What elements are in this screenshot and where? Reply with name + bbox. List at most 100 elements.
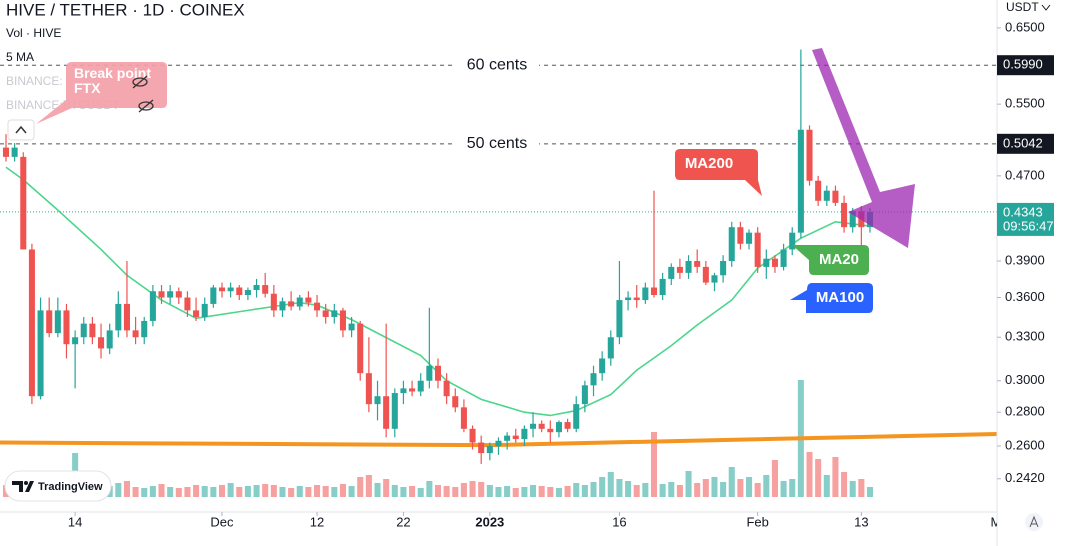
volume-bar <box>806 452 813 497</box>
candle-body <box>63 310 70 345</box>
volume-bar <box>763 475 770 497</box>
candle-body <box>486 446 493 454</box>
x-tick-label: 13 <box>854 514 868 529</box>
candle-body <box>123 303 130 331</box>
auto-button[interactable] <box>1025 513 1043 531</box>
volume-bar <box>409 486 416 497</box>
candle-body <box>184 297 191 311</box>
candle-body <box>806 129 813 181</box>
candle-body <box>823 190 830 201</box>
volume-bar <box>530 485 537 497</box>
volume-bar <box>149 486 156 497</box>
candle-body <box>573 404 580 429</box>
volume-bar <box>866 487 874 497</box>
volume-bar <box>262 484 269 497</box>
volume-bar <box>771 460 778 497</box>
volume-bar <box>244 486 251 497</box>
volume-bar <box>720 482 727 497</box>
candle-body <box>262 285 269 294</box>
candle-body <box>685 261 692 273</box>
candle-body <box>702 266 709 283</box>
candle-body <box>89 323 96 338</box>
volume-bar <box>780 481 787 497</box>
volume-bar <box>201 486 208 497</box>
volume-bar <box>841 472 848 497</box>
volume-bar <box>573 483 580 497</box>
chart-title: HIVE / TETHER · 1D · COINEX <box>6 0 245 19</box>
ma200-callout: MA200 <box>675 149 762 196</box>
candle-body <box>46 310 53 334</box>
candle-body <box>175 291 182 298</box>
annotation-text: MA100 <box>816 289 864 306</box>
candle-body <box>841 202 848 228</box>
x-tick-label: Dec <box>210 514 234 529</box>
y-tick-label: 0.3900 <box>1005 252 1045 267</box>
volume-bar <box>832 457 839 497</box>
volume-bar <box>460 483 467 497</box>
volume-bar <box>858 479 865 497</box>
candle-body <box>391 393 398 429</box>
price-label: 0.5990 <box>1003 57 1043 72</box>
candle-body <box>581 385 588 405</box>
candle-body <box>417 380 424 392</box>
candle-body <box>193 310 200 317</box>
y-tick-label: 0.3300 <box>1005 329 1045 344</box>
candle-body <box>409 388 416 392</box>
candle-body <box>400 388 407 394</box>
legend-entry: 5 MA <box>6 50 34 64</box>
candle-body <box>694 261 701 267</box>
volume-bar <box>650 432 658 497</box>
volume-bar <box>391 485 398 497</box>
candle-body <box>460 407 467 429</box>
legend-entry[interactable]: BINANCE: <box>6 74 63 88</box>
candle-body <box>296 297 303 307</box>
volume-bar <box>599 477 606 497</box>
volume-bar <box>547 487 554 497</box>
volume-bar <box>504 486 511 497</box>
candle-body <box>244 289 251 296</box>
volume-bar <box>538 486 545 497</box>
volume-bar <box>184 487 191 497</box>
candle-body <box>521 428 528 440</box>
volume-bar <box>789 479 796 497</box>
volume-bar <box>322 486 329 497</box>
volume-bar <box>625 481 632 497</box>
tradingview-badge[interactable]: TradingView <box>4 470 112 502</box>
candle-body <box>115 303 122 331</box>
volume-bar <box>694 483 701 497</box>
candle-body <box>720 261 727 276</box>
candle-body <box>504 435 511 441</box>
volume-bar <box>469 481 476 497</box>
ma100-callout: MA100 <box>790 283 873 313</box>
ma20-callout: MA20 <box>792 245 869 275</box>
volume-bar <box>305 487 312 497</box>
volume-bar <box>417 488 424 497</box>
candle-body <box>227 287 234 292</box>
volume-bar <box>676 485 683 497</box>
x-axis: 14 Dec 12 22 2023 16 Feb 13 Ma <box>68 512 997 529</box>
candle-body <box>659 278 666 296</box>
volume-bar <box>279 487 286 497</box>
currency-label[interactable]: USDT <box>1006 0 1039 14</box>
candle-body <box>434 365 442 381</box>
candle-body <box>331 310 338 317</box>
level-label: 60 cents <box>467 56 527 73</box>
annotation-text: MA20 <box>819 251 859 268</box>
volume-bar <box>633 485 640 497</box>
candle-body <box>443 380 450 397</box>
volume-bar <box>132 487 139 497</box>
volume-bar <box>564 486 571 497</box>
x-tick-label: 22 <box>396 514 410 529</box>
volume-bar <box>728 467 735 497</box>
candle-body <box>512 435 519 440</box>
volume-bar <box>434 485 442 497</box>
arrow <box>812 48 915 248</box>
volume-bar <box>296 486 303 497</box>
candle-body <box>339 310 346 331</box>
volume-bar <box>374 483 381 497</box>
price-label-bg <box>997 55 1054 76</box>
candle-body <box>547 428 554 433</box>
x-tick-label: 16 <box>612 514 626 529</box>
dropdown-icon[interactable] <box>1041 4 1051 11</box>
